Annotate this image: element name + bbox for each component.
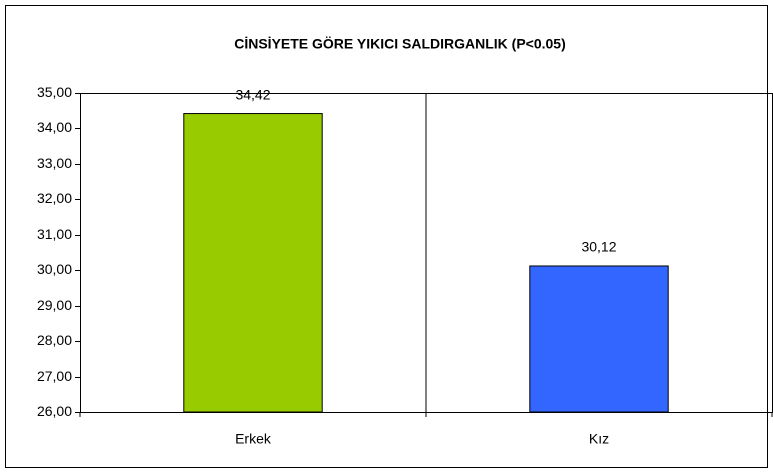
y-tick-label: 31,00	[37, 226, 72, 242]
y-tick-label: 26,00	[37, 403, 72, 419]
y-tick-label: 27,00	[37, 368, 72, 384]
bar	[529, 265, 669, 413]
data-label: 30,12	[581, 239, 616, 255]
x-tick-label: Kız	[589, 431, 609, 447]
y-tick-label: 35,00	[37, 84, 72, 100]
y-tick-label: 34,00	[37, 119, 72, 135]
y-tick-label: 32,00	[37, 190, 72, 206]
data-label: 34,42	[235, 86, 270, 102]
y-tick-label: 30,00	[37, 261, 72, 277]
bar	[183, 113, 323, 413]
y-tick-label: 28,00	[37, 332, 72, 348]
y-tick-label: 29,00	[37, 297, 72, 313]
y-tick-label: 33,00	[37, 155, 72, 171]
x-tick-label: Erkek	[235, 431, 272, 447]
chart-title: CİNSİYETE GÖRE YIKICI SALDIRGANLIK (P<0.…	[234, 36, 566, 52]
